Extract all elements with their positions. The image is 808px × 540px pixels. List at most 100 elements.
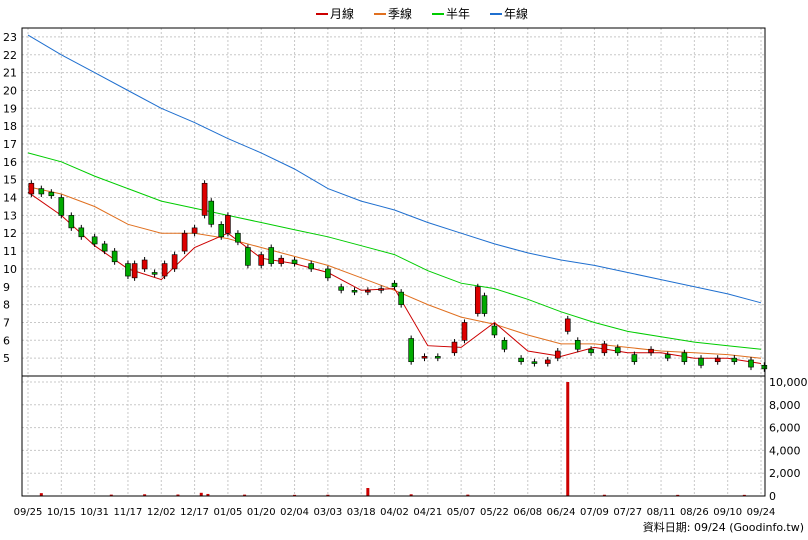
candle-body (714, 357, 721, 363)
candle-body (151, 272, 158, 275)
date-tick-label: 09/24 (747, 507, 776, 518)
candle-body (501, 340, 508, 350)
candle-body (181, 232, 188, 252)
volume-bar (466, 494, 470, 496)
volume-bar (199, 492, 203, 496)
volume-tick-label: 4,000 (769, 444, 801, 457)
candle-body (461, 322, 468, 341)
volume-bar (566, 382, 570, 496)
date-axis: 09/25 10/15 10/31 11/17 12/02 12/17 01/05 01/20… (14, 507, 776, 518)
price-tick-label: 8 (3, 299, 10, 312)
candle-body (38, 188, 45, 195)
price-tick-label: 7 (3, 316, 10, 329)
price-tick-label: 11 (3, 245, 17, 258)
candle-body (398, 291, 404, 305)
date-tick-label: 10/31 (80, 507, 109, 518)
candle-body (481, 295, 488, 314)
candle-body (225, 215, 231, 234)
candle-body (235, 232, 241, 243)
candle-body (748, 359, 754, 368)
plot-frame (21, 27, 766, 497)
volume-bars (39, 382, 746, 496)
candle-body (208, 200, 215, 225)
candle-body (648, 348, 654, 354)
candle-body (308, 263, 315, 270)
ma-line-年線 (27, 34, 762, 304)
volume-bar (293, 494, 297, 496)
date-tick-label: 12/17 (180, 507, 209, 518)
candle-body (518, 357, 524, 363)
volume-bar (326, 494, 330, 496)
volume-bar (176, 494, 180, 496)
candle-body (58, 197, 65, 216)
candle-body (491, 325, 498, 336)
candle-body (681, 352, 688, 363)
date-tick-label: 09/10 (713, 507, 742, 518)
candle-body (218, 224, 225, 238)
candle-body (408, 338, 414, 363)
price-tick-label: 10 (3, 263, 17, 276)
date-tick-label: 10/15 (47, 507, 76, 518)
legend-label: 季線 (388, 6, 412, 21)
price-tick-label: 12 (3, 227, 17, 240)
candle-body (601, 343, 608, 354)
date-tick-label: 04/21 (413, 507, 442, 518)
date-tick-label: 03/18 (347, 507, 376, 518)
candle-body (574, 340, 581, 350)
volume-tick-label: 6,000 (769, 422, 801, 435)
data-date-footer: 資料日期: 09/24 (Goodinfo.tw) (643, 520, 804, 534)
price-tick-label: 21 (3, 67, 17, 80)
candle-body (544, 359, 551, 364)
volume-bar (206, 493, 210, 496)
price-tick-label: 19 (3, 102, 17, 115)
price-tick-label: 15 (3, 174, 17, 187)
candle-body (258, 254, 265, 266)
price-tick-label: 6 (3, 334, 10, 347)
candle-body (171, 254, 178, 270)
candle-body (48, 191, 55, 197)
chart-grid (22, 28, 765, 497)
price-tick-label: 22 (3, 49, 17, 62)
candle-body (111, 250, 118, 263)
candlesticks (28, 180, 768, 372)
candle-body (141, 259, 148, 270)
candle-body (351, 290, 358, 293)
candle-body (365, 290, 371, 293)
moving-average-lines (27, 34, 762, 364)
candle-body (68, 215, 75, 229)
volume-bar (109, 494, 113, 496)
candle-body (101, 243, 108, 252)
candle-body (614, 347, 621, 354)
candle-body (125, 263, 131, 277)
price-tick-label: 14 (3, 192, 17, 205)
volume-bar (366, 488, 370, 496)
date-tick-label: 01/20 (247, 507, 276, 518)
volume-bar (676, 494, 680, 496)
price-tick-label: 18 (3, 120, 17, 133)
candle-body (191, 227, 198, 234)
date-tick-label: 04/02 (380, 507, 409, 518)
volume-axis: 0 2,000 4,000 6,000 8,000 10,000 (769, 376, 808, 503)
date-tick-label: 01/05 (213, 507, 242, 518)
candle-body (291, 259, 298, 264)
candle-body (28, 182, 35, 195)
ma-line-季線 (27, 186, 762, 359)
candle-body (378, 288, 384, 291)
candle-body (201, 182, 208, 216)
legend-label: 半年 (446, 7, 470, 21)
volume-tick-label: 8,000 (769, 399, 801, 412)
candle-body (564, 318, 571, 332)
date-tick-label: 05/22 (480, 507, 509, 518)
price-tick-label: 23 (3, 31, 17, 44)
candle-body (278, 257, 285, 264)
date-tick-label: 07/09 (580, 507, 609, 518)
candle-body (268, 247, 275, 264)
candle-body (78, 227, 85, 238)
date-tick-label: 05/07 (447, 507, 476, 518)
legend-label: 月線 (330, 6, 354, 21)
candle-body (631, 354, 638, 363)
candle-body (731, 357, 738, 363)
volume-bar (409, 494, 413, 496)
volume-bar (602, 494, 606, 496)
